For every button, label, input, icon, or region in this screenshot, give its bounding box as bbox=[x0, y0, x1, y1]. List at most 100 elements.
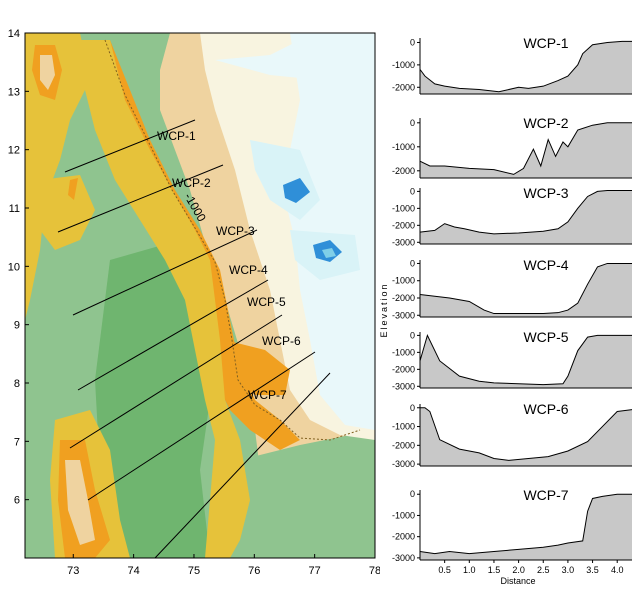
profile-title: WCP-3 bbox=[523, 185, 568, 201]
bathymetry-map: WCP-1 WCP-2 WCP-3 WCP-4 WCP-5 WCP-6 WCP-… bbox=[8, 28, 380, 577]
island-tan bbox=[40, 55, 55, 90]
southwest-tan bbox=[65, 460, 95, 545]
profile-x-tick-label: 1.5 bbox=[488, 565, 501, 575]
profile-x-tick-label: 3.5 bbox=[586, 565, 599, 575]
profile-y-tick-label: -3000 bbox=[392, 237, 415, 247]
profile-y-tick-label: -1000 bbox=[392, 276, 415, 286]
wcp-7-line bbox=[154, 372, 331, 559]
profile-y-tick-label: 0 bbox=[410, 258, 415, 268]
profile-y-tick-label: -1000 bbox=[392, 60, 415, 70]
map-x-tick-label: 78 bbox=[369, 565, 380, 577]
wcp-5-line bbox=[69, 314, 283, 449]
profile-panel-1: 0 -1000 -2000 WCP-1 bbox=[392, 35, 632, 95]
profile-title: WCP-1 bbox=[523, 35, 568, 51]
y-axis-label: Elevation bbox=[379, 282, 389, 337]
profile-panel-3: 0 -1000 -2000 -3000 WCP-3 bbox=[392, 185, 632, 247]
map-label-wcp-3: WCP-3 bbox=[216, 224, 255, 238]
wcp-1-line bbox=[64, 119, 196, 173]
map-y-tick-label: 6 bbox=[14, 495, 20, 507]
map-y-tick-label: 12 bbox=[8, 145, 20, 157]
map-label-wcp-1: WCP-1 bbox=[157, 129, 196, 143]
profile-title: WCP-5 bbox=[523, 329, 568, 345]
profile-title: WCP-7 bbox=[523, 487, 568, 503]
profile-y-tick-label: -2000 bbox=[392, 166, 415, 176]
profile-y-tick-label: -1000 bbox=[392, 142, 415, 152]
profile-y-tick-label: -3000 bbox=[392, 459, 415, 469]
profile-y-tick-label: 0 bbox=[410, 118, 415, 128]
lower-right-green bbox=[230, 430, 375, 558]
profile-panel-7: 0 -1000 -2000 -3000 WCP-7 bbox=[392, 487, 632, 563]
profile-panel-5: 0 -1000 -2000 -3000 WCP-5 bbox=[392, 329, 632, 391]
map-y-tick-label: 9 bbox=[14, 320, 20, 332]
wcp-6-line bbox=[87, 351, 316, 501]
profile-y-tick-label: -1000 bbox=[392, 203, 415, 213]
map-label-wcp-6: WCP-6 bbox=[262, 334, 301, 348]
profile-title: WCP-4 bbox=[523, 257, 568, 273]
map-x-tick-label: 73 bbox=[67, 565, 79, 577]
light-cyan-north bbox=[215, 38, 375, 100]
profile-lines bbox=[57, 119, 331, 559]
map-y-tick-label: 11 bbox=[9, 203, 20, 215]
map-x-tick-label: 77 bbox=[309, 565, 321, 577]
blue-deep-upper bbox=[283, 178, 310, 203]
cyan-basin-upper bbox=[250, 140, 320, 220]
profile-y-tick-label: -1000 bbox=[392, 422, 415, 432]
profile-y-tick-label: -2000 bbox=[392, 364, 415, 374]
map-x-tick-label: 75 bbox=[188, 565, 200, 577]
map-x-tick-label: 76 bbox=[248, 565, 260, 577]
wcp-3-line bbox=[72, 229, 258, 316]
wcp-4-line bbox=[77, 279, 269, 391]
profile-line bbox=[419, 190, 632, 235]
profile-y-tick-label: -3000 bbox=[392, 310, 415, 320]
profile-area bbox=[420, 41, 632, 94]
profile-line bbox=[419, 493, 632, 555]
map-y-tick-label: 13 bbox=[8, 86, 20, 98]
profile-title: WCP-2 bbox=[523, 115, 568, 131]
profile-y-tick-label: 0 bbox=[410, 37, 415, 47]
profile-y-tick-label: 0 bbox=[410, 186, 415, 196]
map-label-wcp-5: WCP-5 bbox=[247, 295, 286, 309]
map-y-tick-label: 8 bbox=[14, 378, 20, 390]
map-y-tick-label: 10 bbox=[8, 261, 20, 273]
profile-x-tick-label: 1.0 bbox=[463, 565, 476, 575]
light-cyan-zone bbox=[285, 33, 375, 430]
wcp-2-line bbox=[57, 164, 224, 233]
map-y-tick-label: 14 bbox=[8, 28, 20, 40]
x-axis-label: Distance bbox=[500, 576, 535, 586]
profile-y-tick-label: -2000 bbox=[392, 220, 415, 230]
map-label-wcp-4: WCP-4 bbox=[229, 263, 268, 277]
profile-y-tick-label: -2000 bbox=[392, 82, 415, 92]
profile-y-tick-label: -3000 bbox=[392, 553, 415, 563]
map-y-axis: 6 7 8 9 10 11 12 13 14 bbox=[8, 28, 29, 507]
profile-y-tick-label: 0 bbox=[410, 403, 415, 413]
profile-area bbox=[420, 122, 632, 178]
elevation-profiles: 0 -1000 -2000 WCP-1 0 -1000 -2000 WCP-2 0 -1000 -2… bbox=[379, 35, 633, 586]
profile-panels: 0 -1000 -2000 WCP-1 0 -1000 -2000 WCP-2 0 -1000 -2… bbox=[392, 35, 633, 563]
profile-line bbox=[419, 40, 632, 93]
profile-panel-2: 0 -1000 -2000 WCP-2 bbox=[392, 115, 632, 179]
west-yellow-patch bbox=[40, 175, 95, 250]
map-label-wcp-2: WCP-2 bbox=[172, 176, 211, 190]
profile-x-tick-label: 3.0 bbox=[562, 565, 575, 575]
profile-y-tick-label: 0 bbox=[410, 330, 415, 340]
profile-y-tick-label: 0 bbox=[410, 489, 415, 499]
island-small bbox=[68, 178, 78, 200]
profile-area bbox=[420, 263, 632, 317]
profile-title: WCP-6 bbox=[523, 401, 568, 417]
profile-area bbox=[420, 190, 632, 244]
map-x-axis: 73 74 75 76 77 78 bbox=[67, 554, 380, 577]
profile-y-tick-label: -3000 bbox=[392, 381, 415, 391]
profile-x-tick-label: 2.5 bbox=[537, 565, 550, 575]
profile-x-tick-label: 2.0 bbox=[512, 565, 525, 575]
map-label-wcp-7: WCP-7 bbox=[248, 388, 287, 402]
profile-area bbox=[420, 407, 632, 466]
profile-panel-4: 0 -1000 -2000 -3000 WCP-4 bbox=[392, 257, 632, 320]
profile-x-axis: 0.5 1.0 1.5 2.0 2.5 3.0 3.5 4.0 bbox=[438, 560, 623, 575]
west-yellow-shelf bbox=[25, 33, 90, 320]
profile-y-tick-label: -1000 bbox=[392, 510, 415, 520]
yellow-shelf-band bbox=[80, 40, 250, 558]
profile-y-tick-label: -1000 bbox=[392, 347, 415, 357]
profile-line bbox=[419, 334, 632, 386]
map-y-tick-label: 7 bbox=[14, 436, 20, 448]
profile-x-tick-label: 0.5 bbox=[438, 565, 451, 575]
